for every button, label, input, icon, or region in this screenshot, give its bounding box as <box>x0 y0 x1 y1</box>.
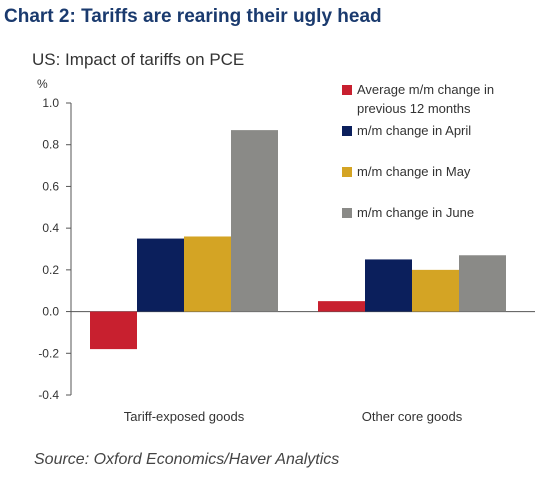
y-tick-label: -0.2 <box>38 346 59 360</box>
legend-label: m/m change in May <box>357 164 471 179</box>
bar <box>137 238 184 312</box>
legend-label: previous 12 months <box>357 101 471 116</box>
legend-swatch <box>342 208 352 218</box>
legend-swatch <box>342 167 352 177</box>
y-tick-label: 0.2 <box>42 263 59 277</box>
legend-label: m/m change in April <box>357 123 471 138</box>
source-note: Source: Oxford Economics/Haver Analytics <box>34 451 340 468</box>
bar <box>90 311 137 350</box>
legend-swatch <box>342 126 352 136</box>
bar <box>459 255 506 312</box>
y-tick-label: 0.8 <box>42 138 59 152</box>
x-category-label: Tariff-exposed goods <box>124 409 245 424</box>
bar <box>184 236 231 312</box>
legend: Average m/m change in previous 12 months m… <box>342 82 494 220</box>
y-tick-label: -0.4 <box>38 388 59 402</box>
legend-label: m/m change in June <box>357 205 474 220</box>
axes: % -0.4 -0.2 0.0 0.2 0.4 0.6 0.8 1.0 Tariff-expose… <box>37 77 535 424</box>
legend-swatch <box>342 85 352 95</box>
bar <box>365 259 412 312</box>
legend-label: Average m/m change in <box>357 82 494 97</box>
y-axis-unit-label: % <box>37 77 48 91</box>
bar <box>318 301 365 312</box>
chart-heading: Chart 2: Tariffs are rearing their ugly … <box>4 6 382 27</box>
x-category-label: Other core goods <box>362 409 463 424</box>
bar <box>231 130 278 312</box>
chart-title: US: Impact of tariffs on PCE <box>32 50 245 69</box>
y-tick-label: 1.0 <box>42 96 59 110</box>
y-tick-label: 0.0 <box>42 305 59 319</box>
y-tick-label: 0.4 <box>42 221 59 235</box>
bar <box>412 269 459 312</box>
bars <box>90 130 506 350</box>
y-tick-label: 0.6 <box>42 179 59 193</box>
